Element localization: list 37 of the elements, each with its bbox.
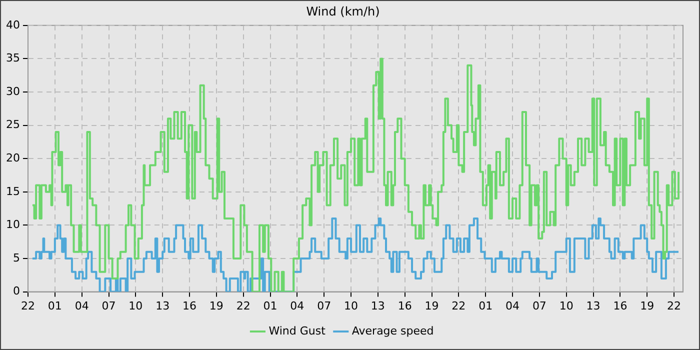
y-tick-label: 10: [6, 218, 20, 232]
y-tick-label: 30: [6, 84, 20, 98]
y-tick-label: 5: [12, 251, 20, 264]
x-tick-label: 07: [532, 299, 546, 312]
x-tick-label: 01: [48, 299, 62, 312]
y-tick-label: 20: [6, 151, 20, 164]
x-tick-label: 07: [317, 299, 332, 312]
y-tick-label: 35: [6, 52, 20, 65]
y-tick-label: 25: [6, 118, 20, 132]
x-tick-label: 22: [20, 299, 35, 312]
x-tick-label: 16: [398, 299, 412, 312]
x-tick-label: 22: [236, 299, 250, 312]
chart-title: Wind (km/h): [306, 4, 380, 18]
x-tick-label: 04: [290, 299, 304, 312]
x-tick-label: 22: [667, 299, 682, 312]
x-tick-label: 19: [640, 299, 654, 312]
x-tick-label: 10: [559, 299, 574, 312]
x-tick-label: 04: [74, 299, 89, 312]
x-tick-label: 16: [182, 299, 197, 312]
legend-label: Average speed: [352, 324, 434, 338]
x-tick-label: 13: [156, 299, 170, 312]
x-tick-label: 22: [452, 299, 466, 312]
y-tick-label: 0: [12, 284, 20, 298]
x-tick-label: 01: [263, 299, 278, 312]
x-tick-label: 13: [586, 299, 600, 312]
x-tick-label: 16: [613, 299, 628, 312]
x-tick-label: 07: [102, 299, 116, 312]
legend-label: Wind Gust: [268, 324, 326, 338]
y-tick-label: 40: [6, 18, 20, 32]
x-tick-label: 13: [370, 299, 385, 312]
x-tick-label: 04: [506, 299, 520, 312]
x-tick-label: 10: [344, 299, 358, 312]
x-tick-label: 19: [424, 299, 439, 312]
x-tick-label: 10: [128, 299, 143, 312]
y-tick-label: 15: [6, 184, 20, 198]
x-tick-label: 19: [209, 299, 224, 312]
x-tick-label: 01: [478, 299, 493, 312]
